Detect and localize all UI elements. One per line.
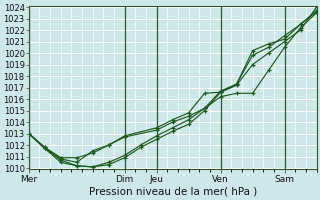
X-axis label: Pression niveau de la mer( hPa ): Pression niveau de la mer( hPa ) — [89, 187, 257, 197]
